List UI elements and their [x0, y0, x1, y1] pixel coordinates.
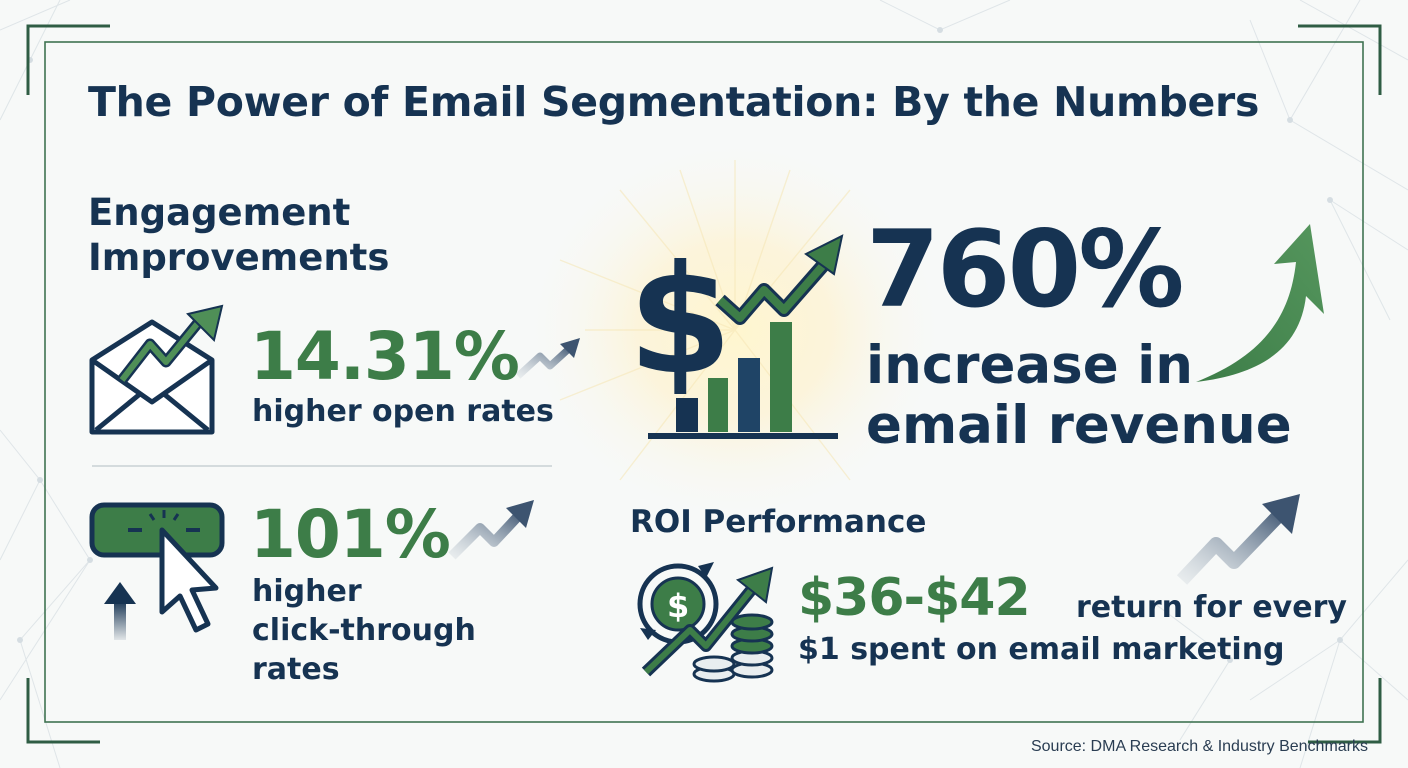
revenue-value: 760%	[866, 208, 1184, 331]
revenue-label-line2: email revenue	[866, 395, 1292, 456]
envelope-trend-icon	[89, 304, 224, 435]
roi-value: $36-$42	[798, 568, 1031, 628]
trend-arrow-large-icon	[1176, 494, 1300, 585]
click-rate-label: higher click-through rates	[252, 572, 476, 689]
revenue-label: increase in email revenue	[866, 336, 1292, 456]
frame-corners	[26, 24, 1382, 744]
growth-swoosh-arrow-icon	[1196, 224, 1324, 382]
source-citation: Source: DMA Research & Industry Benchmar…	[1030, 738, 1368, 755]
open-rate-value: 14.31%	[250, 318, 520, 395]
engagement-heading: Engagement Improvements	[88, 190, 389, 280]
open-rate-label: higher open rates	[252, 394, 554, 429]
click-rate-value: 101%	[250, 496, 451, 573]
frame-border	[44, 41, 1364, 723]
roi-label-line1: return for every	[1076, 590, 1347, 625]
coin-stack-growth-icon: $	[637, 562, 774, 683]
trend-arrow-medium-icon	[448, 500, 534, 560]
svg-text:$: $	[667, 587, 689, 625]
dollar-bar-chart-icon: $	[628, 234, 844, 439]
trend-arrow-small-icon	[515, 338, 580, 379]
cursor-click-button-icon	[89, 502, 225, 640]
page-title: The Power of Email Segmentation: By the …	[88, 78, 1260, 126]
click-rate-label-line1: higher	[252, 574, 362, 609]
click-rate-label-line3: rates	[252, 652, 340, 687]
engagement-heading-line1: Engagement	[88, 191, 351, 234]
roi-label-line2: $1 spent on email marketing	[798, 632, 1285, 667]
click-rate-label-line2: click-through	[252, 613, 476, 648]
roi-heading: ROI Performance	[630, 504, 927, 540]
revenue-label-line1: increase in	[866, 335, 1194, 396]
engagement-heading-line2: Improvements	[88, 236, 390, 279]
